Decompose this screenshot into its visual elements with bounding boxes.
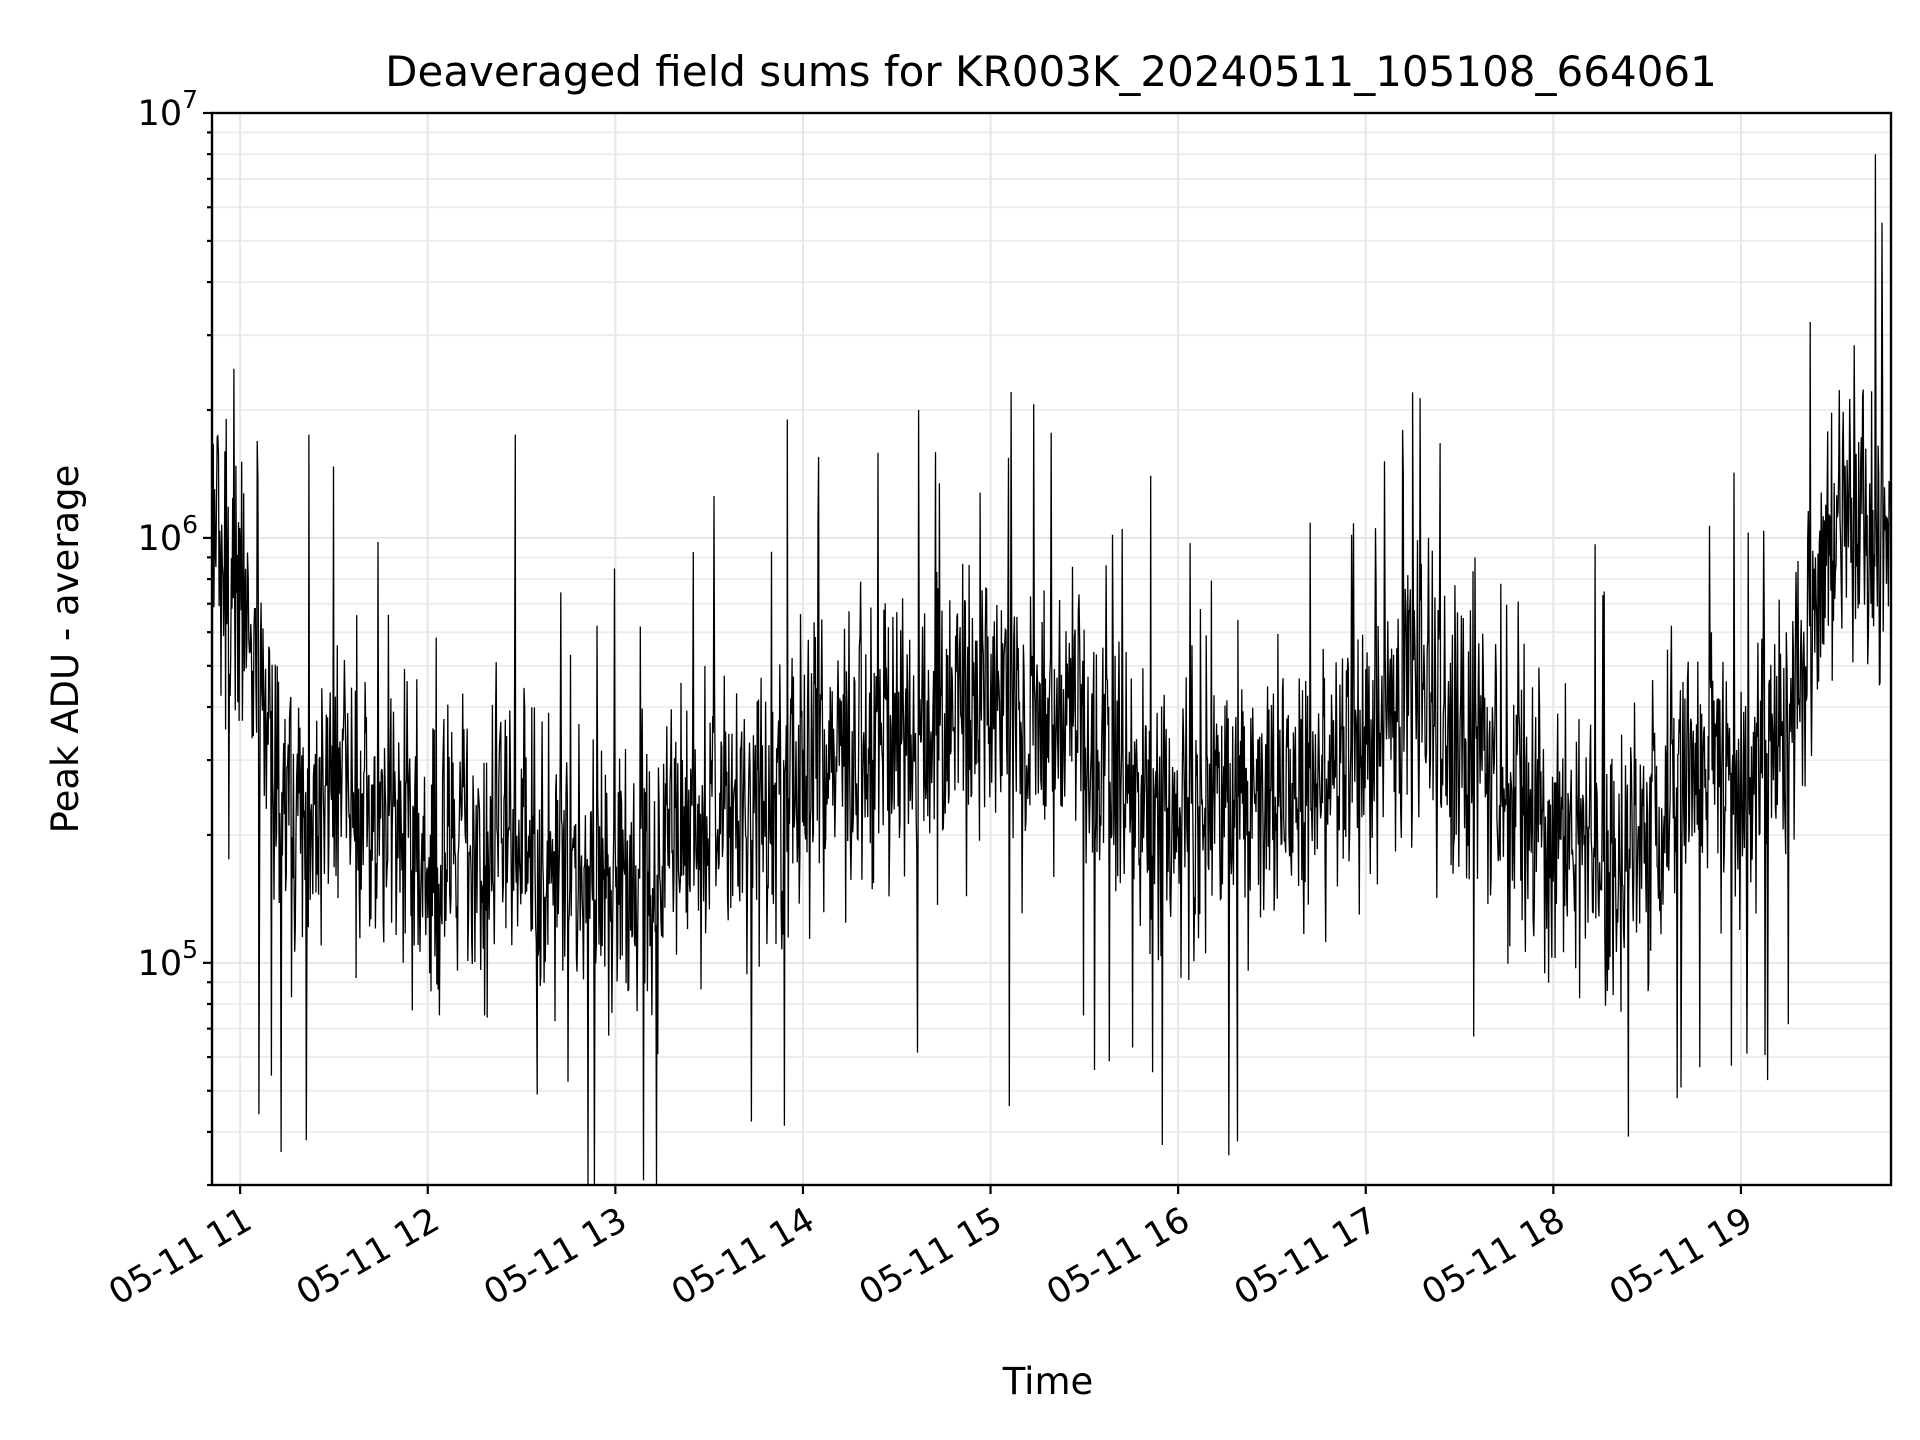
plot-series (212, 154, 1891, 1185)
plot-area-frame (210, 111, 1893, 1187)
y-axis-label: Peak ADU - average (44, 465, 87, 834)
chart-title: Deaveraged field sums for KR003K_2024051… (385, 47, 1717, 96)
x-axis-label: Time (1002, 1360, 1094, 1403)
series-line (212, 154, 1891, 1185)
y-tick-label: 107 (138, 85, 198, 134)
y-tick-label: 106 (138, 510, 198, 559)
y-tick-label: 105 (138, 935, 198, 984)
